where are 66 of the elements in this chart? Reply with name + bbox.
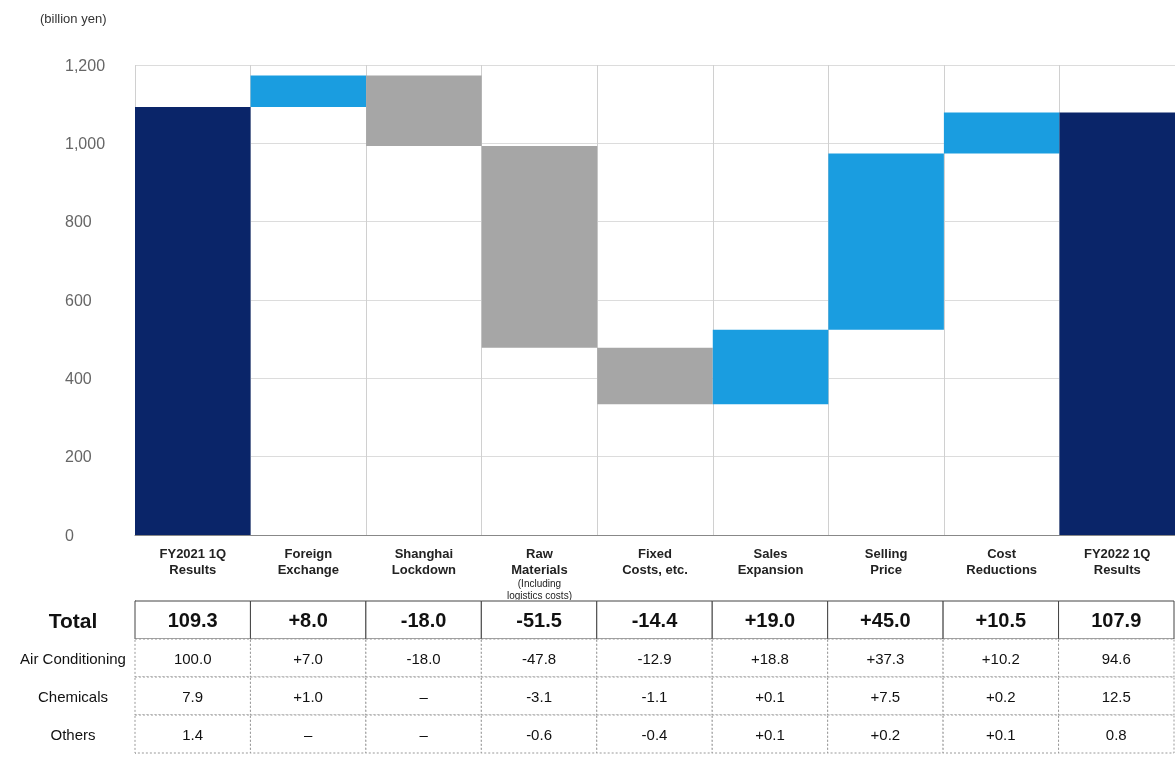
data-label: -0.6 bbox=[526, 725, 552, 743]
x-tick-label: FY2022 1Q Results bbox=[1083, 545, 1151, 577]
data-label: +10.5 bbox=[975, 609, 1027, 631]
data-label: -18.0 bbox=[400, 609, 447, 631]
text: – bbox=[303, 725, 313, 743]
bar bbox=[366, 75, 482, 147]
data-label: +0.2 bbox=[986, 687, 1016, 705]
text: – bbox=[419, 725, 428, 743]
x-tick-label: Fixed Costs, etc. bbox=[622, 545, 688, 577]
y-tick-label: Chemicals bbox=[37, 687, 109, 705]
bar bbox=[828, 153, 944, 330]
data-label: +18.8 bbox=[750, 649, 789, 667]
data-label: 107.9 bbox=[1091, 609, 1142, 631]
y-tick-label: Total bbox=[48, 608, 98, 632]
data-label: 1.4 bbox=[182, 725, 204, 743]
data-label: -47.8 bbox=[521, 649, 557, 667]
data-label: -3.1 bbox=[526, 687, 552, 705]
data-label: -51.5 bbox=[516, 609, 562, 631]
data-label: 100.0 bbox=[173, 649, 212, 667]
data-label: -18.0 bbox=[406, 649, 441, 667]
data-label: 7.9 bbox=[182, 687, 204, 705]
y-axis-title: (billion yen) bbox=[40, 11, 107, 26]
y-tick-label: 800 bbox=[65, 213, 92, 231]
data-label: -1.1 bbox=[641, 687, 668, 705]
data-label: +0.1 bbox=[755, 725, 785, 743]
x-tick-label: FY2021 1Q Results bbox=[159, 545, 227, 577]
data-label: 94.6 bbox=[1101, 649, 1131, 667]
x-tick-label: Cost Reductions bbox=[966, 545, 1038, 577]
data-label: +1.0 bbox=[293, 687, 323, 705]
bar bbox=[712, 329, 829, 405]
y-tick-label: 400 bbox=[65, 369, 92, 387]
data-label: +45.0 bbox=[860, 609, 911, 631]
bar bbox=[481, 146, 598, 348]
data-label: +7.0 bbox=[293, 649, 323, 667]
y-tick-label: 0 bbox=[65, 526, 74, 544]
bar bbox=[250, 75, 367, 107]
y-tick-label: 1,200 bbox=[65, 56, 106, 74]
y-tick-label: Others bbox=[50, 725, 96, 743]
bar bbox=[1059, 112, 1175, 535]
data-label: -14.4 bbox=[631, 609, 679, 631]
data-label: +19.0 bbox=[744, 609, 796, 631]
x-tick-label: Foreign Exchange bbox=[277, 545, 340, 577]
data-label: -12.9 bbox=[637, 649, 672, 667]
bar bbox=[597, 347, 713, 405]
data-label: -0.4 bbox=[641, 725, 668, 743]
x-tick-label: Selling Price bbox=[864, 545, 908, 577]
data-label: 109.3 bbox=[167, 609, 218, 631]
text: – bbox=[419, 687, 428, 705]
x-tick-label: Shanghai Lockdown bbox=[391, 545, 457, 577]
data-label: +8.0 bbox=[288, 609, 328, 631]
data-label: +0.1 bbox=[986, 725, 1016, 743]
data-label: +0.1 bbox=[755, 687, 785, 705]
y-tick-label: 200 bbox=[65, 448, 92, 466]
data-label: 12.5 bbox=[1101, 687, 1131, 705]
data-label: +10.2 bbox=[981, 649, 1020, 667]
y-tick-label: 600 bbox=[65, 291, 92, 309]
data-label: +0.2 bbox=[870, 725, 901, 743]
data-label: +7.5 bbox=[870, 687, 901, 705]
data-label: 0.8 bbox=[1105, 725, 1127, 743]
x-tick-label: Raw Materials (Including logistics costs) bbox=[506, 545, 572, 601]
y-tick-label: 1,000 bbox=[65, 134, 106, 152]
data-label: +37.3 bbox=[866, 649, 905, 667]
bar bbox=[943, 112, 1060, 154]
bar bbox=[135, 106, 251, 535]
x-tick-label: Sales Expansion bbox=[737, 545, 804, 577]
y-tick-label: Air Conditioning bbox=[20, 649, 126, 667]
